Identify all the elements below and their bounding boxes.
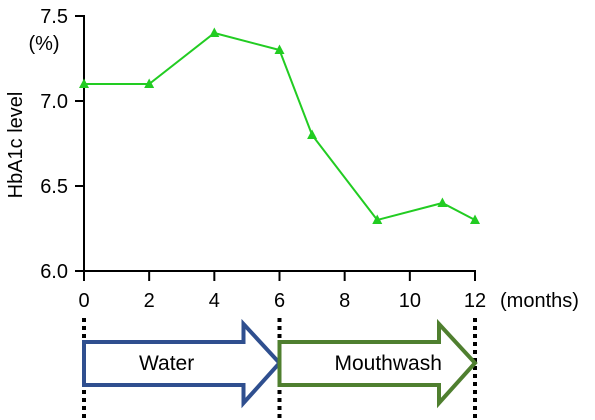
data-point — [274, 44, 285, 54]
data-point — [144, 78, 155, 88]
treatment-phases: Water Mouthwash — [82, 318, 478, 420]
x-tick-label: 0 — [78, 290, 89, 312]
y-tick-label: 7.0 — [40, 91, 68, 113]
y-axis-label: HbA1c level — [5, 92, 27, 199]
data-point — [209, 27, 220, 37]
x-tick-label: 10 — [399, 290, 421, 312]
data-point — [79, 78, 89, 88]
data-point — [307, 129, 318, 139]
x-tick-label: 8 — [339, 290, 350, 312]
y-axis-unit: (%) — [28, 33, 59, 55]
x-axis: 0 2 4 6 8 10 12 (months) — [78, 270, 579, 312]
x-tick-label: 12 — [464, 290, 486, 312]
series-line — [84, 31, 476, 222]
y-tick-label: 6.5 — [40, 176, 68, 198]
data-point — [372, 214, 383, 224]
x-axis-unit: (months) — [500, 290, 579, 312]
data-point — [437, 197, 448, 207]
y-axis: 6.0 6.5 7.0 7.5 HbA1c level (%) — [5, 6, 85, 283]
y-tick-label: 7.5 — [40, 6, 68, 28]
x-ticks: 0 2 4 6 8 10 12 — [78, 271, 486, 312]
y-tick-label: 6.0 — [40, 261, 68, 283]
phase-label: Mouthwash — [335, 352, 442, 375]
phase-arrow — [277, 318, 478, 409]
x-tick-label: 4 — [209, 290, 220, 312]
phase-arrow — [82, 318, 283, 409]
x-tick-label: 6 — [274, 290, 285, 312]
x-tick-label: 2 — [144, 290, 155, 312]
phase-label: Water — [139, 352, 194, 375]
series-hba1c — [79, 27, 480, 224]
y-ticks: 6.0 6.5 7.0 7.5 — [40, 6, 84, 283]
data-point — [470, 214, 480, 224]
